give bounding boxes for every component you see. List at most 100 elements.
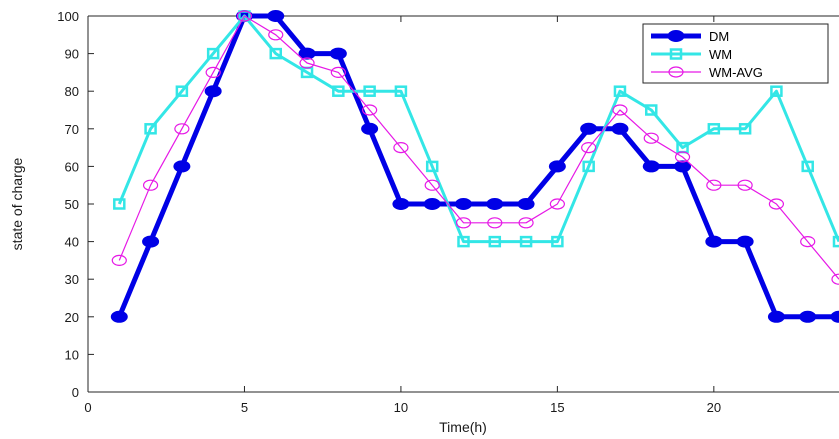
data-point	[361, 122, 379, 135]
data-point	[674, 160, 692, 173]
data-point	[517, 198, 535, 210]
data-point	[173, 160, 191, 173]
data-point	[674, 151, 691, 163]
x-tick-label: 5	[241, 400, 248, 415]
data-point	[645, 104, 658, 116]
series-wm-avg	[111, 10, 839, 285]
data-point	[455, 198, 472, 210]
data-point	[832, 235, 839, 248]
data-point	[582, 160, 595, 173]
data-point	[425, 160, 439, 173]
data-point	[206, 47, 220, 60]
series-wm	[113, 10, 839, 248]
data-point	[236, 10, 253, 22]
y-axis-label: state of charge	[9, 157, 25, 250]
legend-item: DM	[651, 29, 729, 44]
data-point	[800, 236, 816, 248]
data-point	[518, 217, 534, 229]
data-point	[205, 66, 221, 79]
x-tick-label: 0	[84, 400, 91, 415]
data-point	[486, 198, 504, 210]
data-point	[767, 310, 785, 323]
data-point	[392, 198, 410, 210]
legend-marker	[668, 66, 684, 78]
data-point	[643, 132, 659, 144]
data-point	[580, 122, 598, 135]
y-tick-label: 20	[65, 310, 79, 325]
y-tick-label: 90	[65, 47, 79, 62]
data-point	[548, 160, 566, 173]
legend-marker	[667, 30, 685, 42]
data-point	[799, 310, 817, 323]
x-tick-label: 15	[550, 400, 564, 415]
data-point	[424, 179, 440, 191]
x-axis-ticks: 0 5 10 15 20	[84, 16, 721, 415]
data-point	[269, 47, 282, 60]
data-point	[736, 235, 754, 248]
data-point	[737, 179, 753, 191]
data-point	[175, 85, 189, 97]
y-tick-label: 40	[65, 235, 79, 250]
data-point	[457, 235, 470, 248]
data-point	[642, 160, 660, 173]
data-point	[174, 123, 190, 135]
data-point	[330, 66, 346, 79]
data-point	[329, 47, 347, 60]
data-point	[142, 179, 159, 191]
series-dm	[110, 10, 839, 323]
series-group	[110, 10, 839, 323]
x-axis-label: Time(h)	[439, 419, 487, 435]
legend-label: WM-AVG	[709, 65, 763, 80]
data-point	[768, 198, 785, 210]
x-tick-label: 10	[394, 400, 408, 415]
data-point	[111, 254, 127, 266]
data-point	[362, 104, 378, 116]
data-point	[423, 198, 441, 210]
data-point	[268, 29, 284, 41]
data-point	[144, 123, 157, 135]
data-point	[363, 85, 376, 97]
data-point	[394, 85, 408, 97]
y-tick-label: 0	[72, 385, 79, 400]
data-point	[204, 85, 222, 98]
y-tick-label: 100	[57, 9, 79, 24]
data-point	[113, 198, 126, 210]
data-point	[613, 85, 627, 97]
y-tick-label: 60	[65, 159, 79, 174]
data-point	[581, 142, 597, 154]
y-axis-ticks: 0 10 20 30 40 50 60 70 80 90 100	[57, 9, 94, 400]
data-point	[298, 47, 316, 60]
data-point	[611, 122, 629, 135]
y-tick-label: 70	[65, 122, 79, 137]
data-point	[707, 123, 721, 135]
legend-label: DM	[709, 29, 729, 44]
data-point	[519, 235, 533, 248]
data-point	[830, 310, 839, 323]
data-point	[455, 217, 472, 229]
legend-item: WM	[651, 47, 732, 62]
data-point	[831, 273, 839, 285]
data-point	[488, 235, 502, 248]
legend-label: WM	[709, 47, 732, 62]
data-point	[706, 179, 722, 191]
y-tick-label: 50	[65, 197, 79, 212]
data-point	[549, 198, 565, 210]
legend-marker	[669, 48, 683, 60]
data-point	[110, 310, 128, 323]
y-tick-label: 30	[65, 272, 79, 287]
data-point	[332, 85, 345, 97]
data-point	[612, 104, 628, 116]
data-point	[142, 235, 160, 248]
data-point	[770, 85, 783, 97]
data-point	[487, 217, 503, 229]
data-point	[738, 123, 752, 135]
data-point	[267, 10, 285, 22]
legend-item: WM-AVG	[651, 65, 763, 80]
legend: DM WM WM-AVG	[642, 23, 829, 84]
y-tick-label: 10	[65, 347, 79, 362]
data-point	[705, 235, 723, 248]
data-point	[299, 57, 315, 69]
y-tick-label: 80	[65, 84, 79, 99]
data-point	[801, 160, 814, 173]
data-point	[393, 142, 409, 154]
